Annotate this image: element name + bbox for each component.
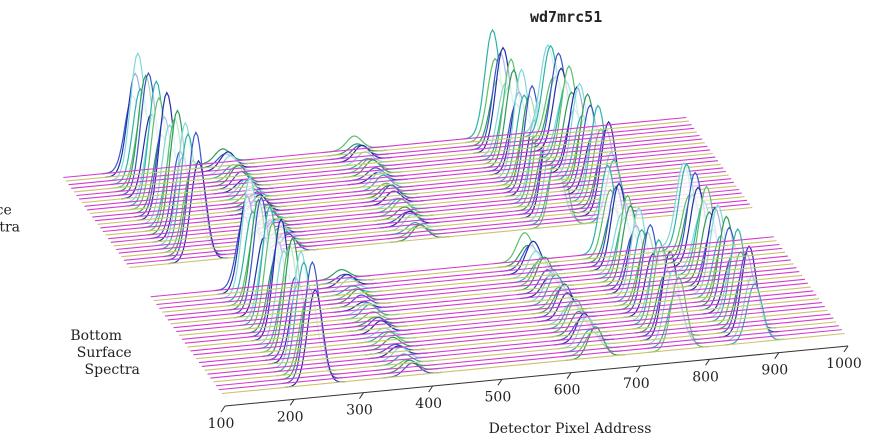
x-tick xyxy=(636,366,640,372)
x-tick-label: 100 xyxy=(208,416,235,432)
series-label: TopSurfaceSpectra xyxy=(0,186,20,236)
x-tick-label: 200 xyxy=(277,409,304,425)
x-tick xyxy=(429,386,433,392)
x-tick-label: 800 xyxy=(692,369,719,385)
x-tick xyxy=(706,359,710,365)
x-tick-label: 700 xyxy=(623,376,650,392)
x-tick-label: 300 xyxy=(346,403,373,419)
x-tick-label: 500 xyxy=(485,389,512,405)
x-tick-label: 600 xyxy=(554,383,581,399)
x-tick-label: 400 xyxy=(415,396,442,412)
x-tick-label: 900 xyxy=(761,363,788,379)
x-tick xyxy=(221,406,225,412)
x-tick xyxy=(359,393,363,399)
peak xyxy=(103,53,229,263)
x-tick xyxy=(290,399,294,405)
x-tick xyxy=(498,379,502,385)
peak xyxy=(214,177,345,387)
x-axis-label: Detector Pixel Address xyxy=(489,421,652,437)
chart: wd7mrc51 Detector Pixel Address TopSurfa… xyxy=(0,0,872,440)
chart-title: wd7mrc51 xyxy=(530,8,602,26)
x-tick xyxy=(844,346,848,352)
x-tick xyxy=(775,353,779,359)
x-tick-label: 1000 xyxy=(826,356,862,372)
x-tick xyxy=(567,373,571,379)
